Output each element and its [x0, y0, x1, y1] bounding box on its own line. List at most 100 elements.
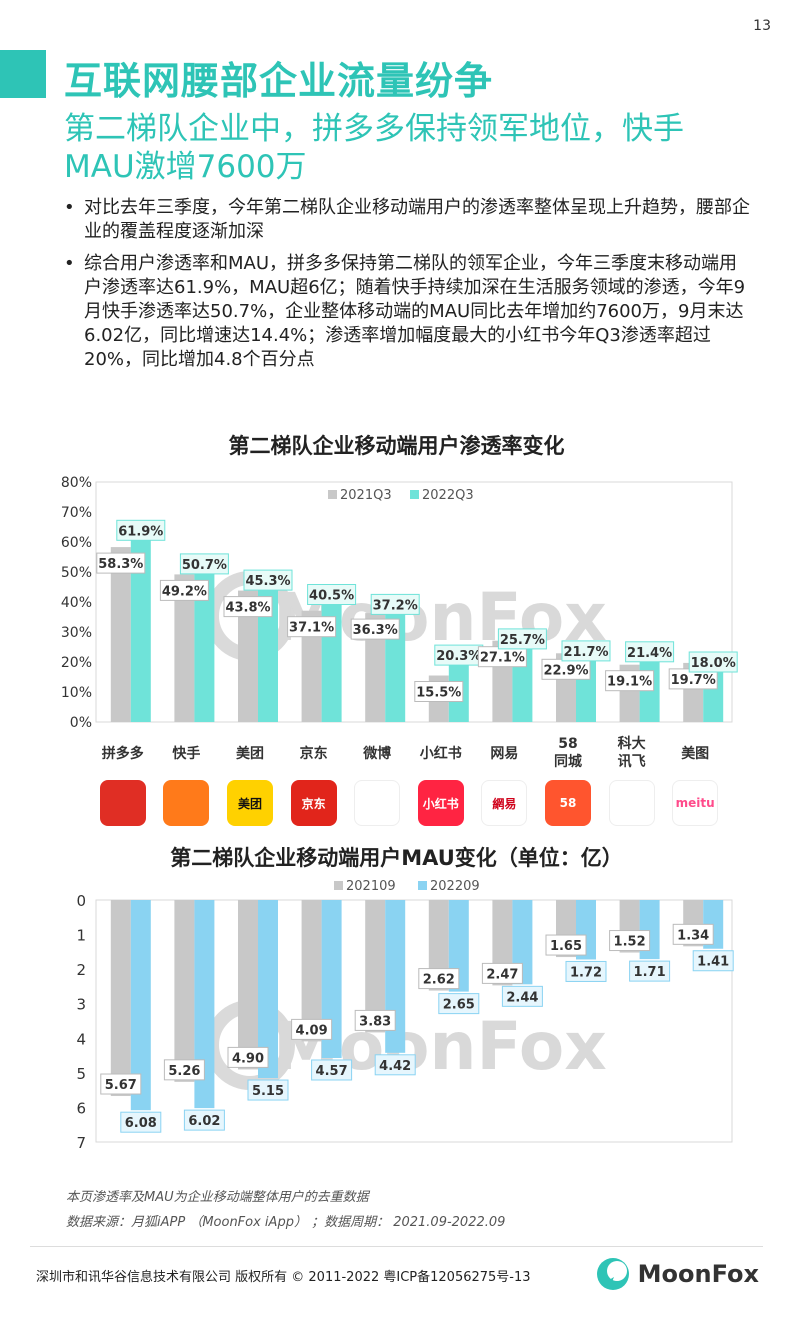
- iflytek-logo: [608, 780, 655, 826]
- data-label-box: [692, 950, 734, 972]
- y-tick-label: 5: [76, 1065, 86, 1083]
- bar: [258, 586, 278, 722]
- pinduoduo-logo: [99, 780, 146, 826]
- x-category-label: 美团: [236, 745, 264, 762]
- meituan-logo: 美团: [227, 780, 273, 826]
- x-category-label: 小红书: [420, 745, 462, 762]
- data-label-box: [307, 584, 357, 605]
- legend-swatch: [334, 881, 343, 890]
- footer-logo-text: MoonFox: [637, 1260, 759, 1288]
- bar: [130, 900, 151, 1111]
- data-label: 3.83: [359, 1014, 391, 1029]
- data-label-box: [497, 628, 547, 650]
- data-label-box: [625, 641, 675, 663]
- bar: [365, 613, 386, 722]
- x-category-label: 京东: [300, 745, 328, 762]
- y-tick-label: 70%: [61, 505, 92, 521]
- kuaishou-logo: [163, 780, 210, 826]
- bar: [194, 900, 215, 1109]
- data-label-box: [501, 985, 543, 1007]
- data-label: 49.2%: [162, 584, 207, 599]
- footer-brand: MoonFox: [596, 1256, 759, 1292]
- y-tick-label: 50%: [61, 565, 92, 581]
- title-accent-bar: [0, 50, 46, 98]
- data-label-box: [120, 1111, 162, 1133]
- xiaohongshu-logo: 小红书: [417, 780, 464, 826]
- data-label: 2.47: [486, 967, 518, 982]
- data-label: 40.5%: [309, 589, 354, 604]
- legend-label: 2022Q3: [422, 488, 474, 503]
- data-label: 50.7%: [182, 558, 227, 573]
- chart1-title: 第二梯队企业移动端用户渗透率变化: [228, 434, 565, 458]
- footnote: 本页渗透率及MAU为企业移动端整体用户的去重数据: [66, 1190, 369, 1205]
- data-label-box: [672, 923, 714, 945]
- data-label-box: [414, 681, 464, 702]
- data-label-box: [243, 569, 293, 591]
- plot-frame: [95, 481, 733, 723]
- data-label-box: [688, 651, 738, 673]
- data-label: 1.41: [697, 955, 729, 970]
- data-label: 1.34: [677, 928, 709, 943]
- footer-copyright: 深圳市和讯华谷信息技术有限公司 版权所有 © 2011-2022 粤ICP备12…: [36, 1270, 531, 1285]
- y-tick-label: 4: [76, 1030, 86, 1048]
- data-label-box: [418, 968, 460, 990]
- moonfox-icon: [596, 1258, 629, 1290]
- chart2-title: 第二梯队企业移动端用户MAU变化（单位：亿）: [170, 846, 623, 870]
- data-label-box: [287, 616, 337, 638]
- data-label-box: [629, 960, 671, 982]
- y-tick-label: 20%: [61, 655, 92, 671]
- legend-swatch: [418, 881, 427, 890]
- data-label-box: [247, 1079, 289, 1101]
- data-label-box: [374, 1054, 416, 1076]
- y-tick-label: 2: [76, 961, 86, 979]
- bar: [301, 610, 322, 722]
- x-category-label: 讯飞: [618, 754, 646, 770]
- x-category-label: 拼多多: [102, 745, 144, 762]
- legend-label: 202209: [430, 879, 480, 894]
- data-label: 21.4%: [627, 646, 672, 661]
- data-label: 2.44: [506, 990, 538, 1005]
- data-label: 36.3%: [353, 623, 398, 638]
- data-label-box: [159, 579, 209, 601]
- y-tick-label: 0%: [70, 715, 92, 731]
- page-number: 13: [753, 18, 771, 34]
- bar: [258, 900, 278, 1079]
- x-category-label: 网易: [490, 746, 518, 762]
- data-label: 2.62: [423, 973, 455, 988]
- legend-swatch: [328, 490, 337, 499]
- data-label: 27.1%: [480, 651, 525, 666]
- x-category-label: 科大: [618, 735, 646, 752]
- y-tick-label: 6: [76, 1099, 86, 1117]
- data-label-box: [183, 1109, 225, 1131]
- bar: [238, 590, 258, 722]
- y-tick-label: 40%: [61, 595, 92, 611]
- data-label-box: [481, 962, 523, 984]
- data-label: 58.3%: [98, 557, 143, 572]
- bar: [365, 900, 386, 1033]
- data-label: 1.72: [570, 965, 602, 980]
- data-label: 21.7%: [563, 645, 608, 660]
- data-label: 45.3%: [245, 574, 290, 589]
- y-tick-label: 60%: [61, 535, 92, 551]
- data-label-box: [609, 930, 651, 952]
- meitu-logo: meitu: [672, 780, 719, 826]
- footer-divider: [30, 1246, 763, 1247]
- data-label: 19.1%: [607, 675, 652, 690]
- bar: [301, 900, 322, 1042]
- data-label-box: [179, 553, 229, 575]
- data-label: 4.90: [232, 1051, 264, 1066]
- 58-logo: 58: [545, 780, 591, 826]
- data-label: 5.26: [168, 1064, 200, 1079]
- data-label-box: [350, 618, 400, 640]
- data-label: 5.15: [252, 1084, 284, 1099]
- bar: [428, 900, 449, 991]
- x-category-label: 同城: [554, 753, 582, 770]
- data-label: 4.42: [379, 1059, 411, 1074]
- y-tick-label: 30%: [61, 625, 92, 641]
- x-category-label: 美图: [681, 745, 709, 762]
- data-label: 37.2%: [373, 598, 418, 613]
- data-label: 18.0%: [691, 656, 736, 671]
- bar: [130, 536, 151, 722]
- data-label: 4.57: [316, 1064, 348, 1079]
